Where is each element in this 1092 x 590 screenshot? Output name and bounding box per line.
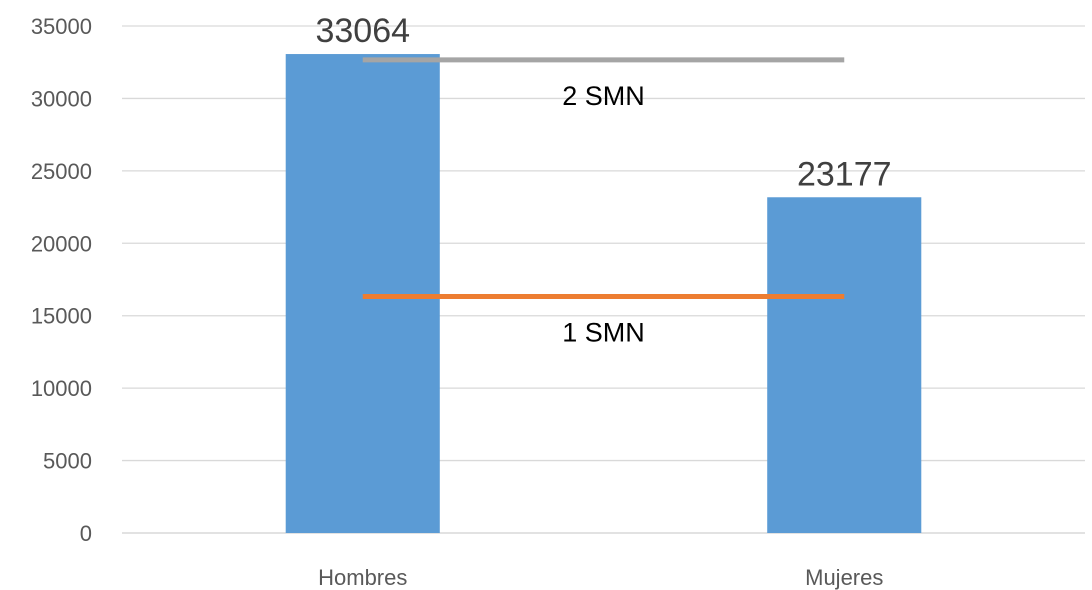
bars xyxy=(285,54,922,534)
y-tick-label: 30000 xyxy=(31,86,92,111)
y-tick-label: 10000 xyxy=(31,376,92,401)
reference-line-label: 2 SMN xyxy=(562,81,645,111)
y-axis-ticks: 0 5000 10000 15000 20000 25000 30000 35000 xyxy=(31,14,92,546)
y-tick-label: 35000 xyxy=(31,14,92,39)
y-tick-label: 0 xyxy=(80,521,92,546)
reference-line-label: 1 SMN xyxy=(562,317,645,347)
data-label: 33064 xyxy=(315,12,410,50)
y-tick-label: 25000 xyxy=(31,159,92,184)
y-tick-label: 5000 xyxy=(43,449,92,474)
bar xyxy=(767,197,922,534)
x-tick-label: Mujeres xyxy=(805,565,883,590)
y-tick-label: 20000 xyxy=(31,231,92,256)
bar xyxy=(285,54,440,533)
y-tick-label: 15000 xyxy=(31,304,92,329)
x-axis-ticks: Hombres Mujeres xyxy=(318,565,883,590)
data-label: 23177 xyxy=(797,155,892,193)
grid-lines xyxy=(122,25,1085,534)
data-labels: 33064 23177 xyxy=(315,12,891,193)
reference-lines: 2 SMN 1 SMN xyxy=(362,57,845,347)
x-tick-label: Hombres xyxy=(318,565,407,590)
